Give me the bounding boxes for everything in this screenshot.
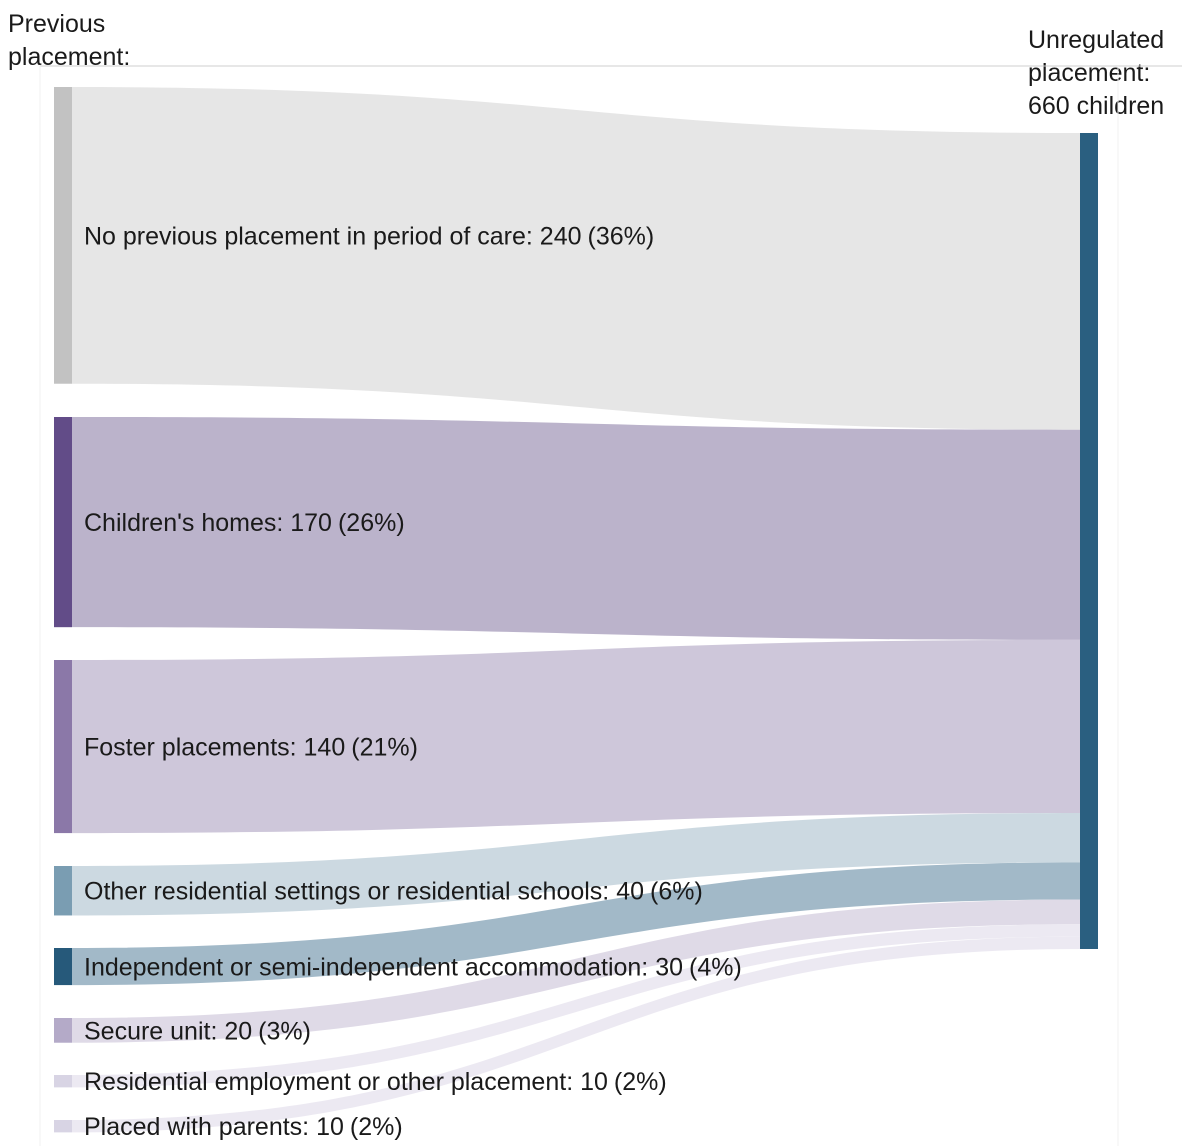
source-label-3: Other residential settings or residentia…	[84, 878, 703, 906]
target-heading-line-3: 660 children	[1028, 92, 1165, 120]
target-heading-line-1: Unregulated	[1028, 26, 1165, 54]
source-node-2	[54, 660, 72, 834]
target-heading: Unregulated placement: 660 children	[1028, 24, 1164, 123]
target-heading-line-2: placement:	[1028, 59, 1151, 87]
flow-0	[72, 87, 1080, 430]
flow-3	[72, 813, 1080, 916]
source-heading: Previous placement:	[8, 8, 130, 74]
source-node-0	[54, 87, 72, 384]
source-node-5	[54, 1018, 72, 1043]
source-node-6	[54, 1075, 72, 1088]
flow-7	[72, 936, 1080, 1133]
source-label-7: Placed with parents: 10 (2%)	[84, 1113, 403, 1141]
source-label-0: No previous placement in period of care:…	[84, 222, 654, 250]
source-node-4	[54, 948, 72, 986]
source-label-5: Secure unit: 20 (3%)	[84, 1017, 311, 1045]
source-node-3	[54, 866, 72, 916]
flow-4	[72, 862, 1080, 986]
source-label-4: Independent or semi-independent accommod…	[84, 954, 742, 982]
source-node-7	[54, 1120, 72, 1133]
source-heading-line-1: Previous	[8, 10, 106, 38]
flow-1	[72, 417, 1080, 640]
flow-5	[72, 899, 1080, 1043]
source-node-1	[54, 417, 72, 628]
target-node	[1080, 133, 1098, 949]
source-label-6: Residential employment or other placemen…	[84, 1068, 667, 1096]
flow-6	[72, 924, 1080, 1088]
source-label-2: Foster placements: 140 (21%)	[84, 734, 418, 762]
source-label-1: Children's homes: 170 (26%)	[84, 509, 405, 537]
flow-2	[72, 639, 1080, 834]
